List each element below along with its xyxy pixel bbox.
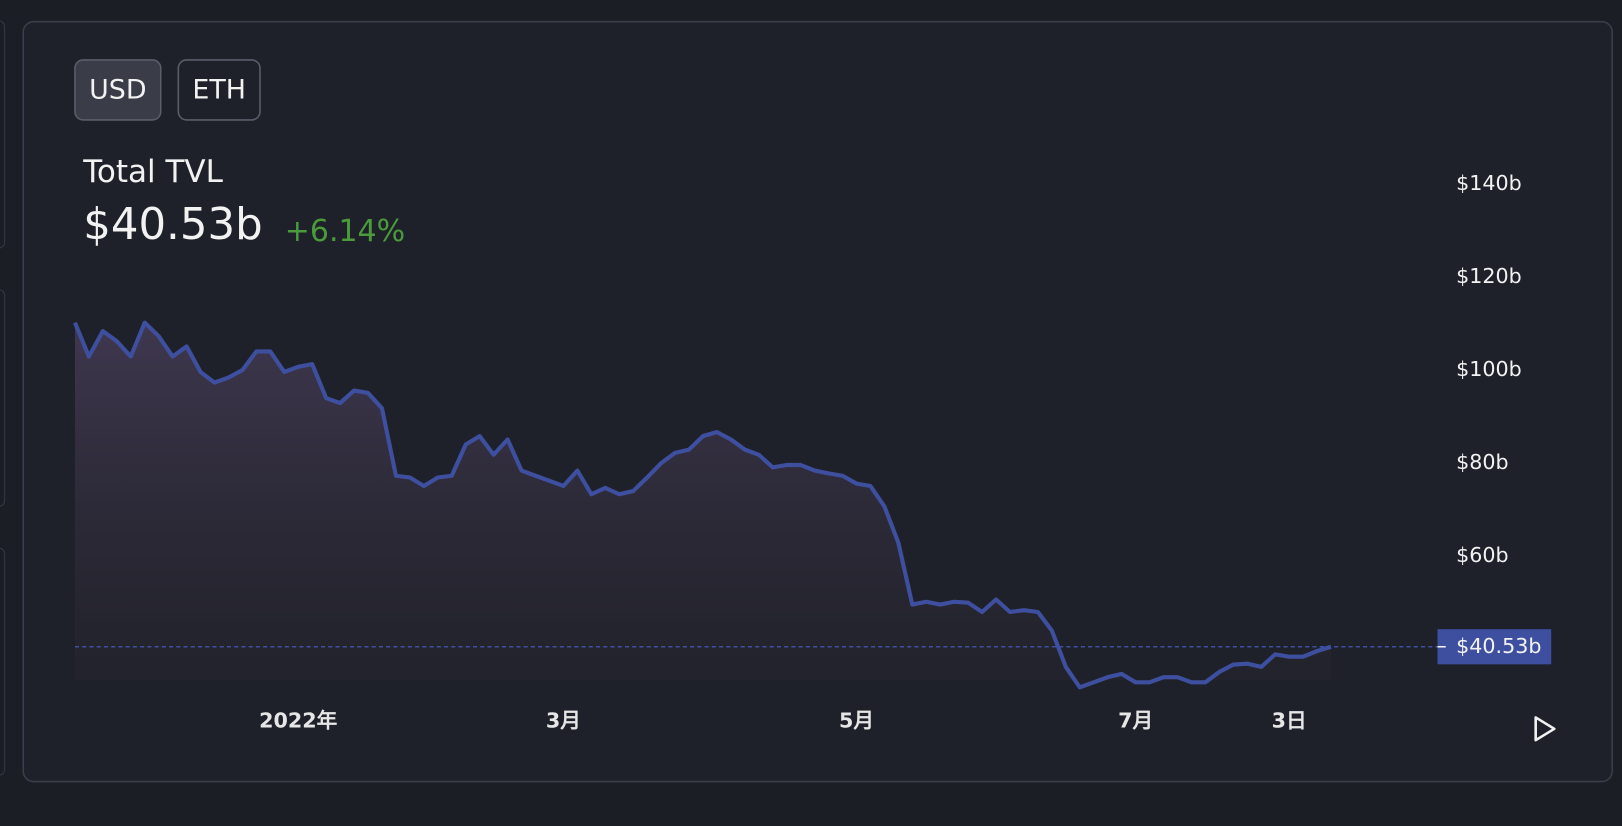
eth-label[interactable]: ETH [192,74,246,105]
x-tick-label: 3日 [1272,709,1307,733]
current-value-label: $40.53b [1456,634,1541,658]
title: Total TVL [82,154,223,190]
side-panel [0,20,6,249]
eth-button[interactable] [177,59,261,121]
line [73,320,1332,690]
x-tick-label: 5月 [839,709,874,733]
tvl-change: +6.14% [285,214,405,249]
x-tick-label: 2022年 [259,709,337,733]
x-tick-label: 3月 [546,709,581,733]
usd-label[interactable]: USD [89,74,146,105]
y-tick-label: $140b [1456,171,1522,195]
tvl-value: $40.53b [83,200,262,250]
plot: $60b $80b $100b $120b $140b 2022年 3月 5月 7月 3日 $40.… [73,171,1552,733]
play-button[interactable] [1534,716,1556,742]
side-panel [0,547,6,776]
usd-button[interactable] [74,59,162,121]
y-tick-label: $60b [1456,543,1509,567]
x-tick-label: 7月 [1118,709,1153,733]
area [74,322,1331,688]
y-tick-label: $120b [1456,264,1522,288]
side-panel [0,289,6,507]
y-tick-label: $100b [1456,357,1522,381]
current-value-tag [1437,629,1552,665]
y-tick-label: $80b [1456,450,1509,474]
